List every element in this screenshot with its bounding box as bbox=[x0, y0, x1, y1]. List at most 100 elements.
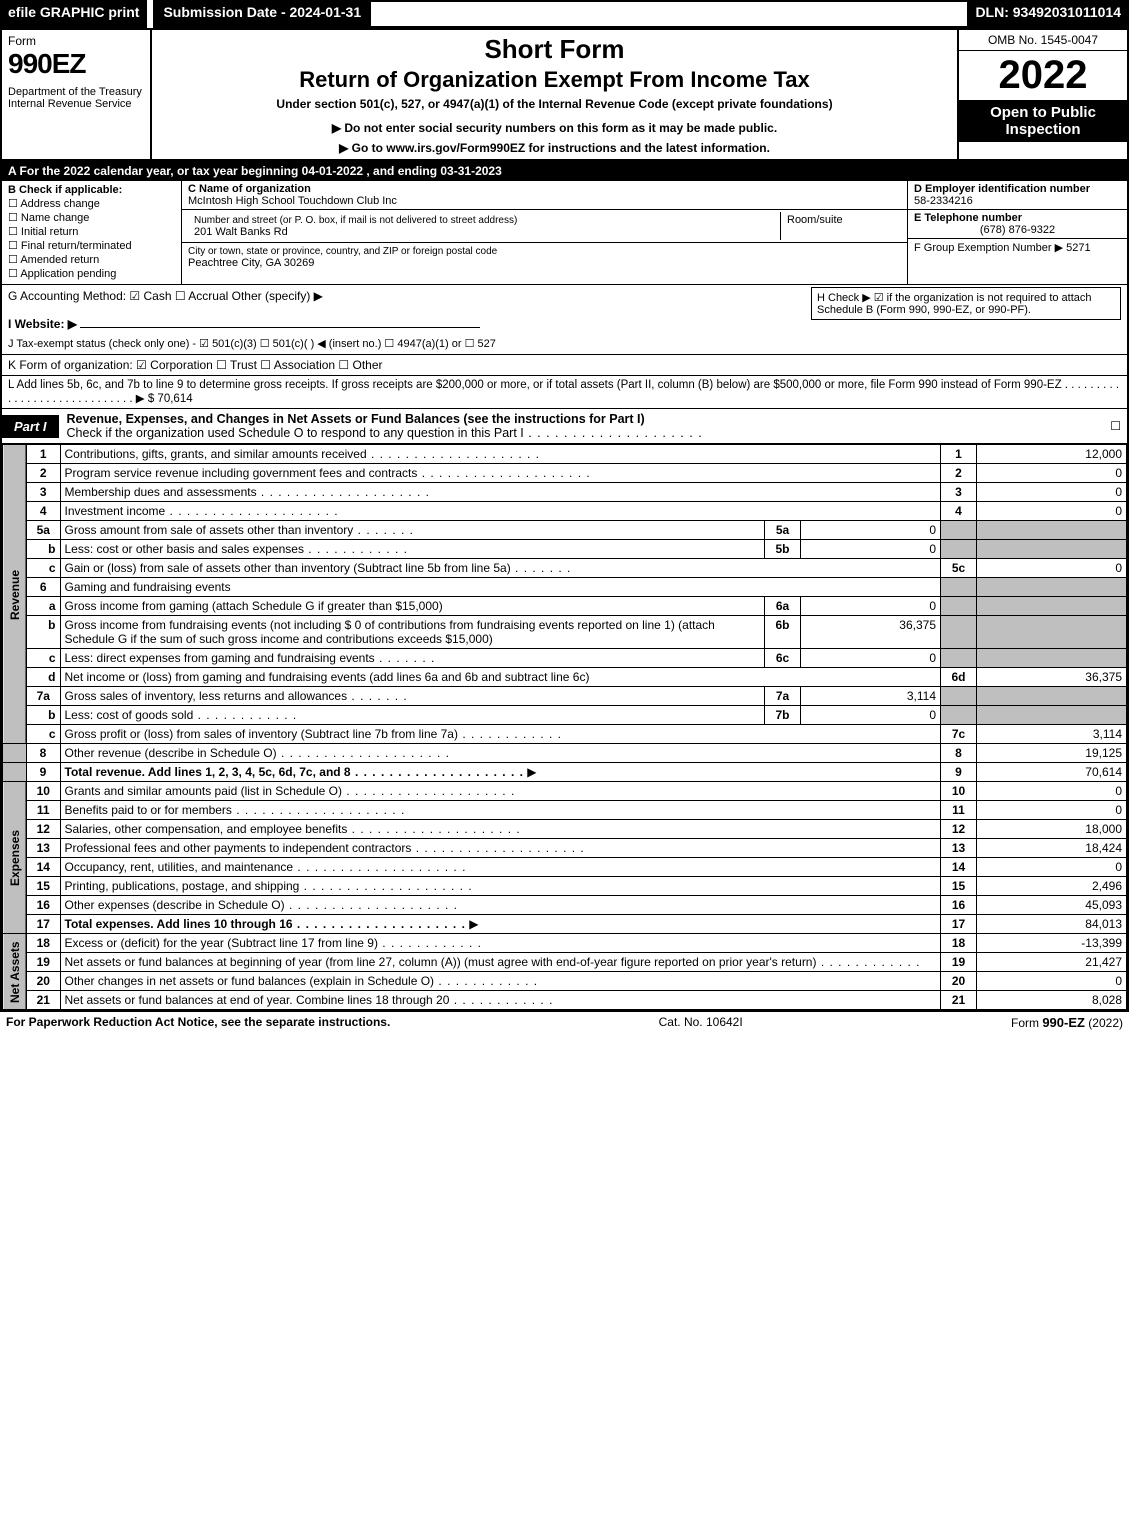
header-center: Short Form Return of Organization Exempt… bbox=[152, 30, 957, 159]
line-j-tax-exempt: J Tax-exempt status (check only one) - ☑… bbox=[8, 337, 1121, 350]
desc-7b: Less: cost of goods sold bbox=[60, 706, 765, 725]
ln-18: 18 bbox=[26, 934, 60, 953]
footer-right: Form 990-EZ (2022) bbox=[1011, 1015, 1123, 1030]
line-5b: b Less: cost or other basis and sales ex… bbox=[3, 540, 1127, 559]
chk-name-change[interactable]: Name change bbox=[8, 211, 175, 224]
col-b-checkboxes: B Check if applicable: Address change Na… bbox=[2, 181, 182, 284]
ln-7b: b bbox=[26, 706, 60, 725]
desc-5c: Gain or (loss) from sale of assets other… bbox=[60, 559, 941, 578]
form-container: Form 990EZ Department of the Treasury In… bbox=[0, 28, 1129, 1012]
tel-value: (678) 876-9322 bbox=[914, 224, 1121, 236]
ssn-warning: ▶ Do not enter social security numbers o… bbox=[160, 121, 949, 135]
efile-print-label[interactable]: efile GRAPHIC print bbox=[0, 0, 147, 28]
mval-5a: 0 bbox=[801, 521, 941, 540]
desc-6c: Less: direct expenses from gaming and fu… bbox=[60, 649, 765, 668]
ref-8: 8 bbox=[941, 744, 977, 763]
val-7c: 3,114 bbox=[977, 725, 1127, 744]
rev-spacer-8 bbox=[3, 744, 27, 763]
line-21: 21 Net assets or fund balances at end of… bbox=[3, 991, 1127, 1010]
chk-application-pending[interactable]: Application pending bbox=[8, 267, 175, 280]
val-4: 0 bbox=[977, 502, 1127, 521]
desc-16: Other expenses (describe in Schedule O) bbox=[60, 896, 941, 915]
desc-7a: Gross sales of inventory, less returns a… bbox=[60, 687, 765, 706]
ln-17: 17 bbox=[26, 915, 60, 934]
desc-7c: Gross profit or (loss) from sales of inv… bbox=[60, 725, 941, 744]
ln-15: 15 bbox=[26, 877, 60, 896]
part1-title: Revenue, Expenses, and Changes in Net As… bbox=[59, 409, 1097, 443]
street-hdr: Number and street (or P. O. box, if mail… bbox=[194, 215, 517, 226]
val-5b-shade bbox=[977, 540, 1127, 559]
desc-18: Excess or (deficit) for the year (Subtra… bbox=[60, 934, 941, 953]
goto-link[interactable]: ▶ Go to www.irs.gov/Form990EZ for instru… bbox=[160, 141, 949, 155]
form-header: Form 990EZ Department of the Treasury In… bbox=[2, 30, 1127, 161]
mval-6b: 36,375 bbox=[801, 616, 941, 649]
line-7b: b Less: cost of goods sold 7b 0 bbox=[3, 706, 1127, 725]
ref-6b-shade bbox=[941, 616, 977, 649]
part1-checkbox[interactable]: ☐ bbox=[1097, 419, 1127, 433]
ref-6d: 6d bbox=[941, 668, 977, 687]
line-7a: 7a Gross sales of inventory, less return… bbox=[3, 687, 1127, 706]
ref-5c: 5c bbox=[941, 559, 977, 578]
ln-10: 10 bbox=[26, 782, 60, 801]
chk-initial-return[interactable]: Initial return bbox=[8, 225, 175, 238]
ln-1: 1 bbox=[26, 445, 60, 464]
val-11: 0 bbox=[977, 801, 1127, 820]
desc-6d: Net income or (loss) from gaming and fun… bbox=[60, 668, 941, 687]
website-field[interactable] bbox=[80, 327, 480, 328]
ref-19: 19 bbox=[941, 953, 977, 972]
line-6b: b Gross income from fundraising events (… bbox=[3, 616, 1127, 649]
desc-11: Benefits paid to or for members bbox=[60, 801, 941, 820]
ln-11: 11 bbox=[26, 801, 60, 820]
line-19: 19 Net assets or fund balances at beginn… bbox=[3, 953, 1127, 972]
mref-6a: 6a bbox=[765, 597, 801, 616]
val-5c: 0 bbox=[977, 559, 1127, 578]
part1-check-text: Check if the organization used Schedule … bbox=[67, 426, 703, 440]
val-6b-shade bbox=[977, 616, 1127, 649]
mref-7b: 7b bbox=[765, 706, 801, 725]
short-form-title: Short Form bbox=[160, 34, 949, 65]
ln-5b: b bbox=[26, 540, 60, 559]
tax-year: 2022 bbox=[959, 51, 1127, 100]
mval-5b: 0 bbox=[801, 540, 941, 559]
chk-address-change[interactable]: Address change bbox=[8, 197, 175, 210]
ln-6c: c bbox=[26, 649, 60, 668]
val-5a-shade bbox=[977, 521, 1127, 540]
val-2: 0 bbox=[977, 464, 1127, 483]
line-9: 9 Total revenue. Add lines 1, 2, 3, 4, 5… bbox=[3, 763, 1127, 782]
org-name-block: C Name of organization McIntosh High Sch… bbox=[182, 181, 907, 210]
col-c-org-info: C Name of organization McIntosh High Sch… bbox=[182, 181, 907, 284]
ln-2: 2 bbox=[26, 464, 60, 483]
ln-4: 4 bbox=[26, 502, 60, 521]
val-20: 0 bbox=[977, 972, 1127, 991]
city-block: City or town, state or province, country… bbox=[182, 243, 907, 271]
ref-5a-shade bbox=[941, 521, 977, 540]
row-a-tax-year: A For the 2022 calendar year, or tax yea… bbox=[2, 161, 1127, 181]
street-value: 201 Walt Banks Rd bbox=[194, 226, 288, 238]
chk-amended-return[interactable]: Amended return bbox=[8, 253, 175, 266]
ln-3: 3 bbox=[26, 483, 60, 502]
org-name: McIntosh High School Touchdown Club Inc bbox=[188, 195, 397, 207]
part1-table: Revenue 1 Contributions, gifts, grants, … bbox=[2, 444, 1127, 1010]
ln-7a: 7a bbox=[26, 687, 60, 706]
line-12: 12 Salaries, other compensation, and emp… bbox=[3, 820, 1127, 839]
desc-17: Total expenses. Add lines 10 through 16 … bbox=[60, 915, 941, 934]
desc-12: Salaries, other compensation, and employ… bbox=[60, 820, 941, 839]
line-20: 20 Other changes in net assets or fund b… bbox=[3, 972, 1127, 991]
chk-final-return[interactable]: Final return/terminated bbox=[8, 239, 175, 252]
val-6a-shade bbox=[977, 597, 1127, 616]
room-suite: Room/suite bbox=[781, 212, 901, 240]
ref-7b-shade bbox=[941, 706, 977, 725]
desc-20: Other changes in net assets or fund bala… bbox=[60, 972, 941, 991]
desc-9: Total revenue. Add lines 1, 2, 3, 4, 5c,… bbox=[60, 763, 941, 782]
ref-7c: 7c bbox=[941, 725, 977, 744]
mval-6a: 0 bbox=[801, 597, 941, 616]
line-5a: 5a Gross amount from sale of assets othe… bbox=[3, 521, 1127, 540]
val-16: 45,093 bbox=[977, 896, 1127, 915]
ln-5a: 5a bbox=[26, 521, 60, 540]
val-14: 0 bbox=[977, 858, 1127, 877]
val-7a-shade bbox=[977, 687, 1127, 706]
line-17: 17 Total expenses. Add lines 10 through … bbox=[3, 915, 1127, 934]
ln-13: 13 bbox=[26, 839, 60, 858]
line-14: 14 Occupancy, rent, utilities, and maint… bbox=[3, 858, 1127, 877]
line-16: 16 Other expenses (describe in Schedule … bbox=[3, 896, 1127, 915]
